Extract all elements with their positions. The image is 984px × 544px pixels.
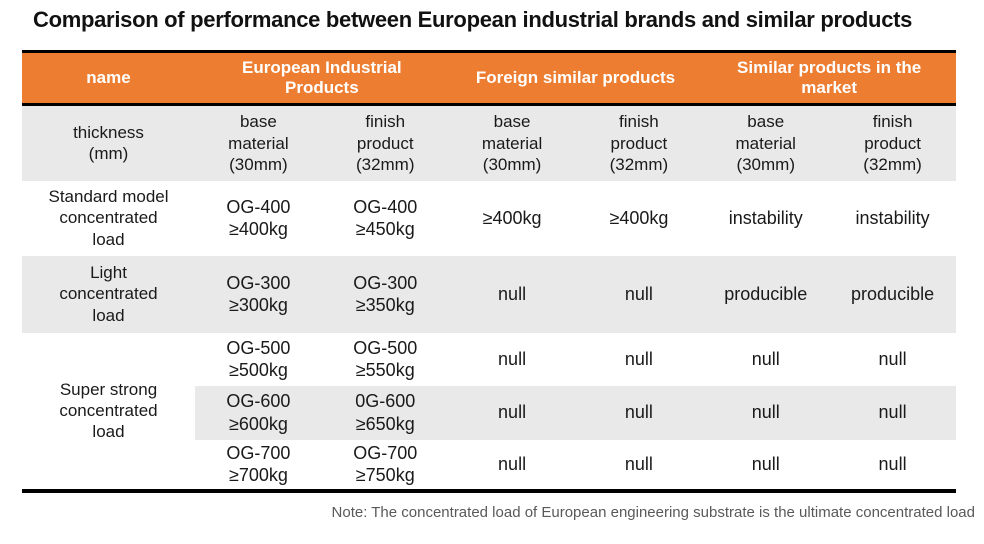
table-cell: OG-600 ≥600kg xyxy=(195,385,322,440)
table-cell: producible xyxy=(829,255,956,333)
sub-header-finish-product-2: finish product (32mm) xyxy=(575,104,703,181)
table-cell: OG-300 ≥300kg xyxy=(195,255,322,333)
table-row-super-strong-og600: OG-600 ≥600kg 0G-600 ≥650kg null null nu… xyxy=(22,385,956,440)
table-cell: null xyxy=(878,348,907,369)
sub-header-thickness: thickness (mm) xyxy=(22,104,195,181)
table-cell: OG-500 ≥500kg xyxy=(226,337,291,381)
table-cell: OG-400 ≥450kg xyxy=(353,196,418,240)
table-cell: null xyxy=(702,385,830,440)
table-cell: 0G-600 ≥650kg xyxy=(321,385,449,440)
table-row-light-load: Light concentrated load OG-300 ≥300kg OG… xyxy=(22,255,956,333)
table-cell: null xyxy=(575,255,703,333)
header-foreign-similar-products: Foreign similar products xyxy=(448,51,703,106)
table-row-standard-load: Standard model concentrated load OG-400 … xyxy=(22,181,956,256)
table-cell: instability xyxy=(855,207,930,228)
sub-header-finish-product-3: finish product (32mm) xyxy=(829,104,956,181)
row-label-super-strong-load: Super strong concentrated load xyxy=(59,379,158,442)
table-cell: null xyxy=(498,453,527,474)
table-cell: producible xyxy=(702,255,830,333)
table-cell: instability xyxy=(728,207,803,228)
sub-header-base-material-2: base material (30mm) xyxy=(448,104,576,181)
page-title: Comparison of performance between Europe… xyxy=(33,7,913,32)
sub-header-finish-product-1: finish product (32mm) xyxy=(321,104,449,181)
table-cell: OG-500 ≥550kg xyxy=(353,337,418,381)
table-cell: null xyxy=(829,385,956,440)
table-cell: null xyxy=(448,385,576,440)
table-cell: null xyxy=(624,453,653,474)
table-cell: null xyxy=(624,348,653,369)
table-cell: OG-700 ≥700kg xyxy=(226,442,291,486)
table-cell: ≥400kg xyxy=(609,207,669,228)
header-similar-products-in-market: Similar products in the market xyxy=(702,51,956,106)
table-cell: null xyxy=(878,453,907,474)
table-cell: null xyxy=(448,255,576,333)
row-label-light-load: Light concentrated load xyxy=(22,255,195,333)
header-name: name xyxy=(22,51,195,106)
table-row-super-strong-og500: Super strong concentrated load OG-500 ≥5… xyxy=(22,333,956,442)
footnote: Note: The concentrated load of European … xyxy=(331,504,975,521)
table-cell: OG-700 ≥750kg xyxy=(353,442,418,486)
table-cell: OG-300 ≥350kg xyxy=(321,255,449,333)
comparison-table: name European Industrial Products Foreig… xyxy=(22,50,956,493)
table-cell: null xyxy=(498,348,527,369)
row-label-standard-load: Standard model concentrated load xyxy=(48,187,169,249)
table-cell: ≥400kg xyxy=(482,207,542,228)
sub-header-base-material-3: base material (30mm) xyxy=(702,104,830,181)
group-header-row: name European Industrial Products Foreig… xyxy=(22,51,956,106)
table-row-super-strong-og700: OG-700 ≥700kg OG-700 ≥750kg null null nu… xyxy=(22,440,956,491)
table-cell: null xyxy=(575,385,703,440)
table-cell: OG-400 ≥400kg xyxy=(226,196,291,240)
table-cell: null xyxy=(751,348,780,369)
sub-header-row: thickness (mm) base material (30mm) fini… xyxy=(22,104,956,181)
header-european-industrial-products: European Industrial Products xyxy=(195,51,449,106)
sub-header-base-material-1: base material (30mm) xyxy=(195,104,322,181)
table-cell: null xyxy=(751,453,780,474)
